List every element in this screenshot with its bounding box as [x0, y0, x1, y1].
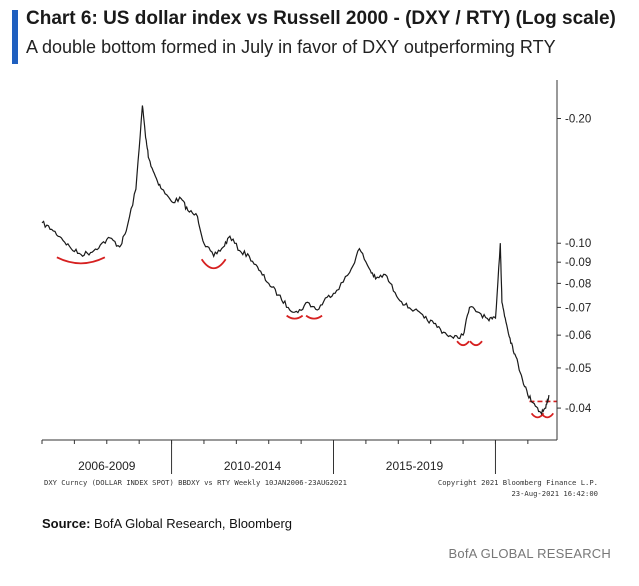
annotation-layer: [56, 256, 557, 419]
x-group-label: 2006-2009: [78, 459, 136, 473]
chart-title: Chart 6: US dollar index vs Russell 2000…: [26, 8, 616, 29]
y-tick-label: -0.05: [565, 363, 591, 375]
y-tick-label: -0.04: [565, 403, 592, 415]
y-tick-label: -0.10: [565, 238, 591, 250]
y-tick-label: -0.07: [565, 302, 591, 314]
source-text: BofA Global Research, Bloomberg: [90, 516, 293, 531]
x-group-label: 2010-2014: [224, 459, 282, 473]
source-note: Source: BofA Global Research, Bloomberg: [42, 516, 292, 531]
double-bottom-marker: [305, 314, 323, 320]
y-tick-label: -0.20: [565, 114, 591, 126]
x-axis: 2006-2009 2010-2014 2015-2019: [41, 439, 557, 474]
plot-frame: [42, 80, 557, 445]
double-bottom-marker: [456, 340, 470, 347]
footer-left-text: DXY Curncy (DOLLAR INDEX SPOT) BBDXY vs …: [44, 478, 347, 487]
y-axis: -0.20 -0.10 -0.09 -0.08 -0.07 -0.06 -0.05 -0.04: [556, 80, 592, 440]
footer-right-text-1: Copyright 2021 Bloomberg Finance L.P.: [438, 478, 598, 487]
y-tick-label: -0.09: [565, 257, 591, 269]
double-bottom-marker: [56, 256, 106, 265]
chart-subtitle: A double bottom formed in July in favor …: [26, 37, 556, 57]
brand-footer: BofA GLOBAL RESEARCH: [448, 546, 611, 561]
double-bottom-marker: [286, 314, 304, 320]
series-line-dxy-rty: [41, 105, 550, 416]
footer-right-text-2: 23-Aug-2021 16:42:00: [511, 489, 598, 498]
double-bottom-marker: [469, 340, 483, 347]
double-bottom-marker: [200, 258, 227, 270]
y-tick-label: -0.06: [565, 330, 591, 342]
double-bottom-marker: [540, 412, 555, 419]
y-tick-label: -0.08: [565, 278, 591, 290]
title-accent-bar: [12, 10, 18, 64]
x-group-label: 2015-2019: [386, 459, 444, 473]
source-label: Source:: [42, 516, 91, 531]
